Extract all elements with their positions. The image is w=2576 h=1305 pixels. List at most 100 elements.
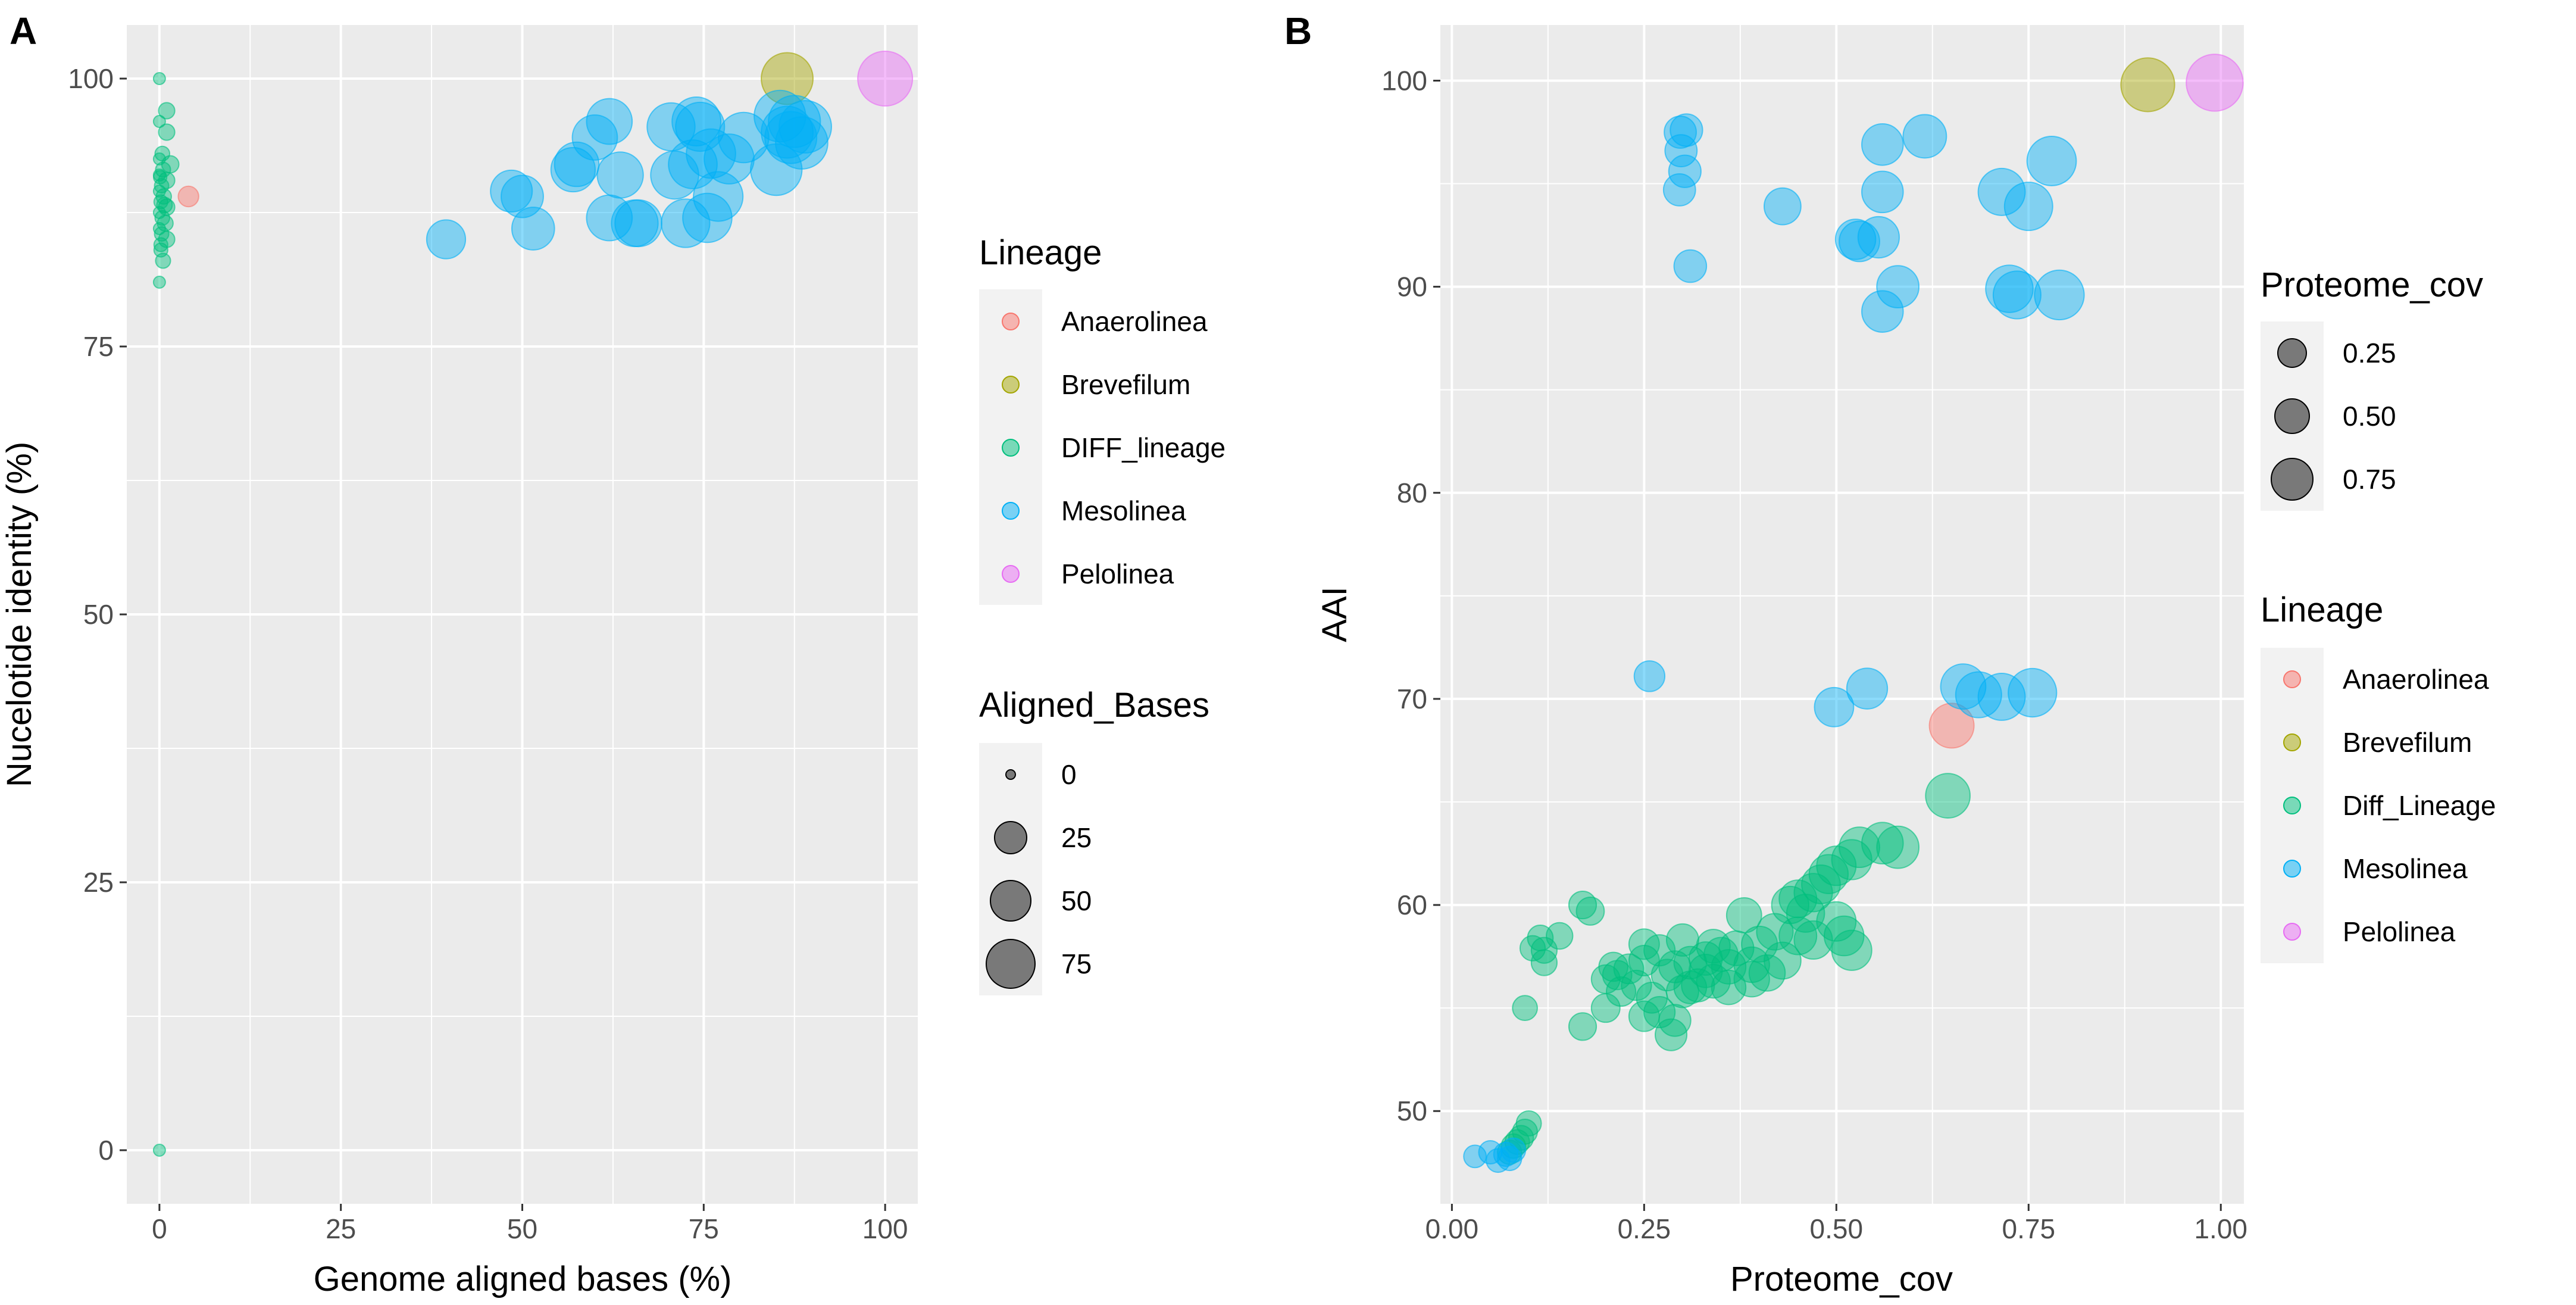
panel-a-letter: A	[10, 10, 37, 52]
panel-b-point-mesolinea-7	[1834, 218, 1877, 260]
panel-a-x-tick-0: 0	[152, 1213, 167, 1244]
panel-a-axes: 0 25 50 75 100 0 25 50 75 100	[68, 63, 908, 1244]
panel-a-point-mesolinea-9	[596, 151, 644, 199]
panel-b-lineage-legend-title: Lineage	[2261, 591, 2383, 629]
panel-b-point-mesolinea-15	[2026, 136, 2077, 186]
panel-b-x-tick-0.25: 0.25	[1618, 1213, 1671, 1244]
panel-b-point-diff-lineage-54	[1530, 949, 1558, 976]
panel-b-y-tick-100: 100	[1381, 65, 1427, 96]
panel-b-point-diff-lineage-50	[1575, 897, 1605, 926]
panel-a-x-tick-25: 25	[326, 1213, 356, 1244]
panel-b-point-diff-lineage-62	[1602, 960, 1633, 991]
panel-b-point-diff-lineage-37	[1763, 941, 1802, 980]
legend-b-label-mesolinea: Mesolinea	[2343, 853, 2468, 884]
panel-b-x-tick-0.50: 0.50	[1810, 1213, 1864, 1244]
panel-a-point-mesolinea-7	[586, 98, 633, 145]
panel-b-point-diff-lineage-55	[1519, 935, 1546, 961]
panel-a-point-mesolinea-16	[671, 96, 722, 146]
panel-b-point-mesolinea-10	[1861, 170, 1904, 214]
panel-b-point-diff-lineage-0	[1925, 773, 1971, 819]
panel-a-point-diff-lineage-1	[152, 1144, 166, 1157]
panel-b-y-tick-60: 60	[1397, 889, 1427, 920]
legend-b-key-diff-lineage	[2283, 797, 2301, 814]
panel-b-point-mesolinea-24	[1940, 663, 1987, 710]
panel-b-x-tick-1.00: 1.00	[2194, 1213, 2247, 1244]
panel-a-y-tick-50: 50	[83, 599, 114, 630]
panel-a-point-diff-lineage-24	[158, 102, 176, 120]
legend-size-label-75: 75	[1061, 948, 1092, 979]
panel-b-y-tick-70: 70	[1397, 683, 1427, 714]
panel-a-x-tick-100: 100	[862, 1213, 908, 1244]
panel-b-size-legend: Proteome_cov 0.25 0.50 0.75	[2261, 266, 2483, 511]
panel-b-point-anaerolinea-0	[1928, 703, 1975, 749]
panel-a-gridlines	[127, 25, 918, 1204]
panel-a-point-mesolinea-24	[750, 143, 803, 196]
legend-size-label-0.50: 0.50	[2343, 401, 2396, 432]
legend-size-key-0.75	[2271, 458, 2314, 501]
legend-b-key-brevefilum	[2283, 733, 2301, 751]
legend-label-anaerolinea: Anaerolinea	[1061, 306, 1208, 337]
panel-a-point-mesolinea-29	[764, 111, 818, 164]
panel-a-point-diff-lineage-12	[153, 194, 168, 210]
panel-a-point-pelolinea-0	[857, 51, 914, 107]
panel-b-point-mesolinea-2	[1664, 134, 1698, 168]
panel-b-point-mesolinea-18	[1985, 264, 2034, 313]
panel-b-point-mesolinea-12	[1902, 114, 1947, 159]
legend-key-pelolinea	[1002, 565, 1020, 583]
panel-b-letter: B	[1284, 10, 1312, 52]
panel-a-lineage-legend-title: Lineage	[979, 233, 1102, 272]
panel-b-point-diff-lineage-59	[1733, 960, 1770, 998]
panel-a-point-mesolinea-25	[761, 105, 814, 159]
panel-b-point-mesolinea-4	[1662, 173, 1696, 207]
panel-b-point-diff-lineage-8	[1793, 873, 1833, 913]
panel-b-point-diff-lineage-39	[1778, 916, 1818, 956]
panel-b-point-diff-lineage-60	[1673, 970, 1708, 1004]
panel-a: A 0 25 50 75 100 0 25 50 75 100 Genome a…	[0, 10, 1226, 1298]
panel-b-point-diff-lineage-4	[1831, 839, 1872, 881]
panel-b-lineage-legend: Lineage Anaerolinea Brevefilum Diff_Line…	[2261, 591, 2496, 963]
panel-b-point-diff-lineage-43	[1628, 1000, 1660, 1032]
panel-b-point-diff-lineage-7	[1801, 864, 1841, 904]
panel-b-point-diff-lineage-11	[1786, 894, 1825, 933]
panel-b-point-diff-lineage-15	[1793, 920, 1833, 960]
panel-b-point-diff-lineage-61	[1621, 969, 1652, 1001]
panel-a-point-mesolinea-3	[511, 207, 555, 251]
panel-b-point-diff-lineage-46	[1590, 993, 1621, 1023]
panel-b-point-diff-lineage-2	[1861, 822, 1904, 865]
legend-b-label-brevefilum: Brevefilum	[2343, 727, 2472, 758]
legend-size-label-50: 50	[1061, 885, 1092, 916]
panel-b-point-diff-lineage-51	[1546, 922, 1574, 950]
legend-label-brevefilum: Brevefilum	[1061, 369, 1190, 400]
panel-b-size-legend-title: Proteome_cov	[2261, 266, 2483, 304]
panel-a-points	[152, 51, 914, 1157]
legend-size-key-75	[986, 939, 1036, 989]
panel-b-point-mesolinea-8	[1839, 220, 1880, 263]
panel-a-point-diff-lineage-21	[154, 145, 171, 162]
legend-label-diff-lineage: DIFF_lineage	[1061, 432, 1226, 463]
panel-a-y-tick-75: 75	[83, 331, 114, 362]
panel-b-point-mesolinea-17	[1861, 290, 1904, 333]
panel-a-point-mesolinea-28	[779, 100, 832, 154]
panel-a-point-diff-lineage-20	[152, 152, 166, 166]
panel-b-point-diff-lineage-18	[1741, 925, 1778, 963]
panel-a-point-mesolinea-0	[426, 219, 467, 260]
legend-size-key-50	[990, 880, 1031, 922]
panel-b-axes: 0.00 0.25 0.50 0.75 1.00 50 60 70 80 90 …	[1381, 65, 2247, 1244]
panel-a-point-mesolinea-26	[768, 95, 821, 148]
legend-b-label-anaerolinea: Anaerolinea	[2343, 664, 2489, 695]
legend-key-brevefilum	[1002, 376, 1020, 394]
panel-a-point-mesolinea-11	[614, 199, 662, 248]
panel-a-point-diff-lineage-22	[158, 123, 176, 141]
panel-b-y-axis-title: AAI	[1315, 586, 1354, 642]
legend-size-key-0.50	[2274, 398, 2310, 434]
panel-b-point-brevefilum-0	[2120, 57, 2175, 113]
panel-b-point-mesolinea-5	[1673, 249, 1708, 283]
panel-a-point-diff-lineage-26	[156, 196, 173, 214]
panel-b-point-diff-lineage-58	[1696, 929, 1731, 964]
panel-a-point-mesolinea-6	[571, 114, 618, 161]
panel-a-lineage-legend: Lineage Anaerolinea Brevefilum DIFF_line…	[979, 233, 1226, 605]
legend-b-key-anaerolinea	[2283, 670, 2301, 688]
panel-a-point-diff-lineage-25	[153, 237, 168, 252]
panel-b-point-diff-lineage-17	[1831, 929, 1872, 971]
legend-key-diff-lineage	[1002, 439, 1020, 457]
